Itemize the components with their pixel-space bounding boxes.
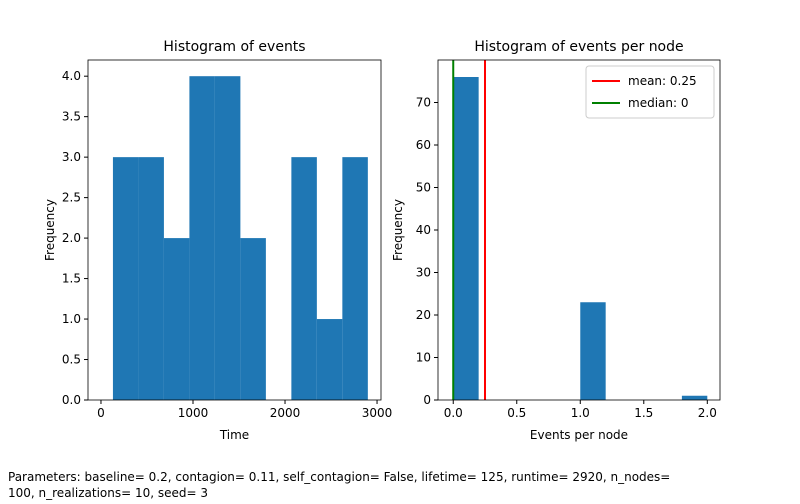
legend-box [585, 65, 715, 119]
y-tick-label: 20 [416, 308, 431, 322]
x-tick-label: 1.5 [634, 406, 653, 420]
footer-line: Parameters: baseline= 0.2, contagion= 0.… [8, 470, 670, 484]
footer-line: 100, n_realizations= 10, seed= 3 [8, 486, 208, 500]
bar [214, 76, 241, 400]
x-tick-label: 1.0 [571, 406, 590, 420]
y-axis-label: Frequency [43, 199, 57, 261]
y-axis-label: Frequency [391, 199, 405, 261]
x-tick-label: 2.0 [698, 406, 717, 420]
x-axis-label: Time [219, 428, 249, 442]
bar [453, 77, 479, 400]
y-tick-label: 60 [416, 138, 431, 152]
axes-frame [87, 59, 382, 401]
chart-title: Histogram of events [163, 39, 305, 55]
bar [342, 157, 368, 400]
y-tick-label: 50 [416, 181, 431, 195]
y-tick-label: 3.5 [62, 110, 81, 124]
y-tick-label: 0.0 [62, 393, 81, 407]
bar [163, 238, 190, 400]
chart-title: Histogram of events per node [474, 39, 683, 55]
y-tick-label: 0 [423, 393, 431, 407]
bar [112, 157, 139, 400]
y-tick-label: 10 [416, 351, 431, 365]
y-tick-label: 0.5 [62, 353, 81, 367]
bar [291, 157, 317, 400]
legend-label: median: 0 [628, 96, 688, 110]
y-tick-label: 2.5 [62, 191, 81, 205]
y-tick-label: 2.0 [62, 231, 81, 245]
legend-label: mean: 0.25 [628, 74, 697, 88]
y-tick-label: 30 [416, 266, 431, 280]
x-tick-label: 0.5 [507, 406, 526, 420]
bar [189, 76, 215, 400]
bar [580, 302, 606, 400]
y-tick-label: 4.0 [62, 69, 81, 83]
y-tick-label: 70 [416, 96, 431, 110]
bar [240, 238, 266, 400]
x-tick-label: 0 [97, 406, 105, 420]
bar [138, 157, 164, 400]
x-axis-label: Events per node [530, 428, 628, 442]
y-tick-label: 1.5 [62, 272, 81, 286]
bar [681, 395, 708, 400]
y-tick-label: 40 [416, 223, 431, 237]
x-tick-label: 0.0 [444, 406, 463, 420]
x-tick-label: 2000 [270, 406, 301, 420]
y-tick-label: 3.0 [62, 150, 81, 164]
x-tick-label: 3000 [362, 406, 393, 420]
x-tick-label: 1000 [178, 406, 209, 420]
bar [316, 319, 343, 400]
y-tick-label: 1.0 [62, 312, 81, 326]
